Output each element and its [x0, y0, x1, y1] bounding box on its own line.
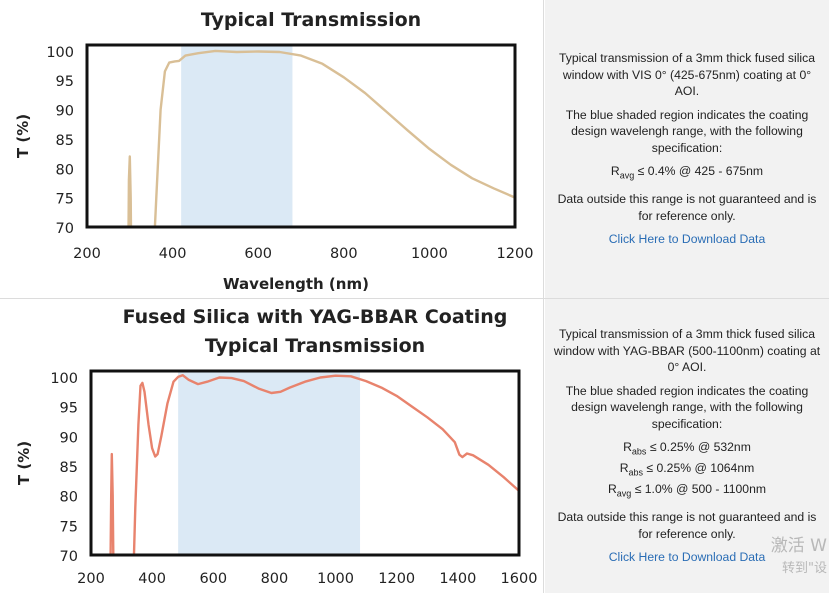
- x-tick-label: 1200: [497, 246, 534, 262]
- y-tick-label: 75: [60, 519, 78, 535]
- chart-panel-vis: Typical Transmission 70 75 80 85 90 95 100 200 40…: [0, 0, 829, 299]
- y-tick-label: 70: [56, 221, 74, 237]
- watermark-line-2: 转到"设: [782, 561, 827, 576]
- y-tick-label: 80: [60, 490, 78, 506]
- download-data-link[interactable]: Click Here to Download Data: [608, 550, 766, 565]
- description-text: Typical transmission of a 3mm thick fuse…: [558, 51, 816, 99]
- watermark-line-1: 激活 W: [770, 536, 827, 556]
- transmission-line: [153, 49, 515, 227]
- chart-title-line: Typical Transmission: [205, 335, 425, 357]
- y-tick-label: 75: [56, 192, 74, 208]
- band-explanation-text: The blue shaded region indicates the coa…: [565, 383, 809, 431]
- chart-cell-vis: Typical Transmission 70 75 80 85 90 95 100 200 40…: [0, 0, 544, 298]
- y-tick-label: 100: [50, 371, 78, 387]
- transmission-line: [127, 155, 133, 227]
- chart-yag-1: Fused Silica with YAG-BBAR Coating Typica…: [15, 306, 538, 587]
- chart-panel-yag: Fused Silica with YAG-BBAR Coating Typica…: [0, 299, 829, 593]
- description-text: Typical transmission of a 3mm thick fuse…: [553, 327, 821, 375]
- plot-frame: [85, 43, 517, 229]
- chart-title-line: Fused Silica with YAG-BBAR Coating: [123, 306, 508, 328]
- info-panel-vis: Typical transmission of a 3mm thick fuse…: [545, 0, 829, 298]
- y-tick-label: 85: [60, 460, 78, 476]
- y-tick-label: 80: [56, 162, 74, 178]
- x-tick-label: 1400: [439, 571, 476, 587]
- download-data-link[interactable]: Click Here to Download Data: [608, 232, 766, 247]
- spec-line: Ravg ≤ 1.0% @ 500 - 1100nm: [607, 482, 766, 499]
- spec-line: Rabs ≤ 0.25% @ 1064nm: [619, 461, 755, 478]
- x-tick-label: 600: [199, 571, 227, 587]
- transmission-line: [132, 374, 519, 555]
- y-tick-label: 90: [56, 104, 74, 120]
- y-tick-label: 90: [60, 430, 78, 446]
- transmission-line: [109, 452, 115, 555]
- spec-line: Ravg ≤ 0.4% @ 425 - 675nm: [610, 164, 764, 181]
- x-tick-label: 1600: [501, 571, 538, 587]
- spec-list: Ravg ≤ 0.4% @ 425 - 675nm: [611, 163, 763, 184]
- y-axis-label: T (%): [14, 114, 32, 158]
- x-tick-label: 400: [138, 571, 166, 587]
- x-axis-label: Wavelength (nm): [223, 275, 369, 293]
- band-explanation-text: The blue shaded region indicates the coa…: [565, 107, 809, 155]
- chart-vis-0: Typical Transmission 70 75 80 85 90 95 100 200 40…: [14, 9, 534, 293]
- x-tick-label: 600: [244, 246, 272, 262]
- design-band-region: [181, 45, 293, 227]
- disclaimer-text: Data outside this range is not guarantee…: [557, 192, 817, 223]
- x-tick-label: 800: [261, 571, 289, 587]
- y-axis-label: T (%): [15, 441, 33, 485]
- x-tick-label: 200: [73, 246, 101, 262]
- plot-frame: [89, 369, 521, 557]
- x-tick-label: 1000: [317, 571, 354, 587]
- x-tick-label: 1000: [411, 246, 448, 262]
- x-tick-label: 400: [159, 246, 187, 262]
- y-tick-label: 100: [46, 45, 74, 61]
- x-tick-label: 200: [77, 571, 105, 587]
- x-tick-label: 800: [330, 246, 358, 262]
- x-tick-label: 1200: [378, 571, 415, 587]
- chart-cell-yag: Fused Silica with YAG-BBAR Coating Typica…: [0, 299, 544, 593]
- y-tick-label: 70: [60, 549, 78, 565]
- info-panel-yag: Typical transmission of a 3mm thick fuse…: [545, 299, 829, 593]
- y-tick-label: 95: [56, 74, 74, 90]
- design-band-region: [178, 371, 361, 555]
- spec-line: Rabs ≤ 0.25% @ 532nm: [623, 440, 751, 457]
- disclaimer-text: Data outside this range is not guarantee…: [557, 510, 817, 541]
- y-tick-label: 85: [56, 133, 74, 149]
- chart-title-line: Typical Transmission: [201, 9, 421, 31]
- y-tick-label: 95: [60, 401, 78, 417]
- spec-list: Rabs ≤ 0.25% @ 532nm Rabs ≤ 0.25% @ 1064n…: [608, 439, 766, 502]
